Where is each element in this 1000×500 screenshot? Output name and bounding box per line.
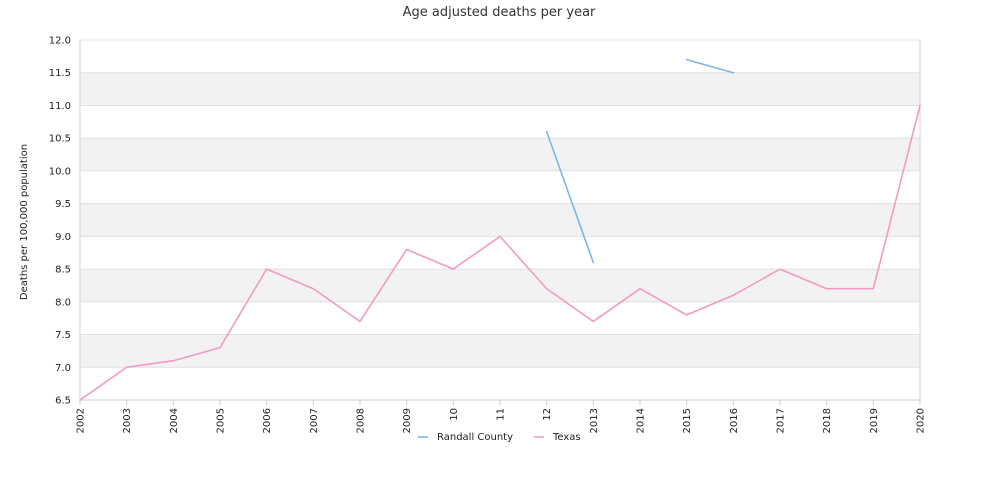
legend-label: Randall County: [437, 432, 513, 443]
plot-bands: [80, 72, 920, 368]
series-line: [79, 104, 921, 401]
y-axis-ticks: 6.5 7.0 7.5 8.0 8.5 9.0 9.5 10.0 10.5 11.0 11.5 12.…: [49, 36, 71, 407]
plot-band: [80, 269, 920, 302]
chart-title: Age adjusted deaths per year: [403, 5, 596, 20]
y-tick-label: 8.5: [55, 265, 71, 276]
y-tick-label: 8.0: [55, 297, 71, 308]
x-tick-label: 2006: [262, 408, 273, 433]
x-tick-label: 2019: [869, 408, 880, 433]
x-tick-label: 2008: [356, 408, 367, 433]
x-tick-label: 2018: [822, 408, 833, 433]
y-tick-label: 9.5: [55, 199, 71, 210]
legend: Randall County Texas: [418, 432, 581, 443]
plot-band: [80, 72, 920, 106]
x-tick-label: 2017: [776, 408, 787, 433]
x-tick-label: 2009: [402, 408, 413, 433]
y-tick-label: 12.0: [49, 36, 71, 47]
plot-band: [80, 203, 920, 237]
y-tick-label: 9.0: [55, 232, 71, 243]
x-tick-label: 2014: [636, 408, 647, 433]
x-tick-label: 2007: [309, 408, 320, 433]
series-line: [685, 58, 735, 74]
x-tick-label: 2004: [169, 408, 180, 433]
x-tick-label: 2003: [122, 408, 133, 433]
legend-item[interactable]: Texas: [534, 432, 581, 443]
x-tick-label: 11: [496, 408, 507, 421]
y-tick-label: 7.5: [55, 330, 71, 341]
x-tick-label: 2020: [916, 408, 927, 433]
x-tick-label: 2002: [76, 408, 87, 433]
x-tick-label: 2005: [216, 408, 227, 433]
x-tick-label: 12: [542, 408, 553, 421]
legend-item[interactable]: Randall County: [418, 432, 513, 443]
y-tick-label: 11.5: [49, 68, 71, 79]
legend-label: Texas: [552, 432, 581, 443]
x-tick-label: 2016: [729, 408, 740, 433]
y-tick-label: 10.0: [49, 166, 71, 177]
y-tick-label: 6.5: [55, 396, 71, 407]
x-tick-label: 2015: [682, 408, 693, 433]
y-tick-label: 7.0: [55, 363, 71, 374]
x-axis-ticks: 2002 2003 2004 2005 2006 2007 2008 2009 10 11 12 20…: [76, 400, 927, 433]
plot-band: [80, 334, 920, 368]
series-lines: [79, 58, 921, 401]
y-axis-label: Deaths per 100,000 population: [19, 144, 30, 300]
x-tick-label: 2013: [589, 408, 600, 433]
y-tick-label: 11.0: [49, 101, 71, 112]
series-line: [545, 130, 595, 264]
y-tick-label: 10.5: [49, 134, 71, 145]
grid-lines: [80, 39, 920, 401]
x-tick-label: 10: [449, 408, 460, 421]
plot-band: [80, 138, 920, 171]
